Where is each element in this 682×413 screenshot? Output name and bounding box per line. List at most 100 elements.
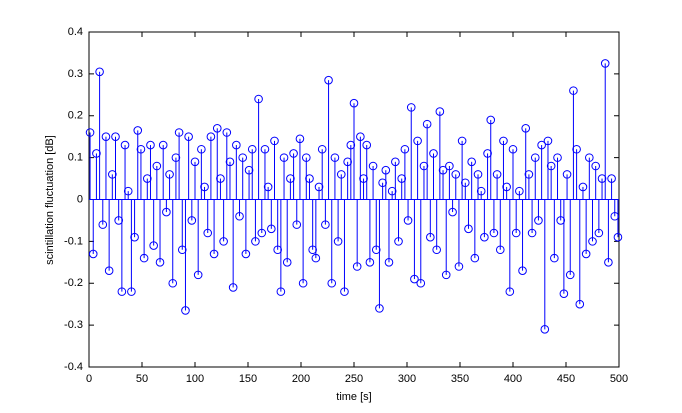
stem-marker [104, 266, 114, 275]
stem-marker [416, 278, 426, 288]
stem-marker [222, 128, 232, 137]
stem-marker [518, 266, 527, 275]
stem-marker [216, 174, 225, 183]
y-tick-label: 0.1 [68, 152, 83, 164]
stem-marker [461, 178, 470, 188]
stem-marker [120, 140, 130, 150]
stem-marker [193, 270, 203, 280]
stem-marker [537, 140, 546, 150]
y-tick-label: -0.4 [64, 361, 83, 373]
stem-marker [604, 258, 613, 267]
stem-marker [406, 103, 416, 112]
stem-marker [426, 232, 435, 242]
y-tick-label: -0.1 [64, 235, 83, 247]
stem-marker [308, 245, 317, 255]
stem-marker [352, 262, 362, 271]
stem-marker [324, 75, 333, 85]
stem-marker [543, 136, 553, 146]
stem-marker [289, 149, 298, 158]
stem-marker [190, 157, 200, 167]
stem-marker [302, 153, 311, 162]
stem-marker [257, 228, 267, 238]
stem-marker [499, 136, 508, 146]
stem-marker [429, 149, 438, 158]
stem-marker [454, 262, 464, 271]
x-tick-label: 100 [186, 373, 204, 385]
stem-marker [565, 270, 575, 280]
stem-marker [343, 157, 352, 167]
x-tick-label: 450 [557, 373, 575, 385]
stem-marker [92, 149, 101, 158]
stem-marker [317, 144, 327, 154]
x-tick-label: 250 [345, 373, 363, 385]
stem-marker [362, 140, 372, 150]
stem-marker [146, 140, 155, 150]
stem-marker [85, 128, 95, 137]
stem-marker [305, 174, 314, 183]
stem-marker [181, 306, 190, 315]
stem-marker [432, 245, 441, 255]
stem-marker [200, 182, 209, 192]
stem-marker [365, 258, 375, 267]
stem-marker [139, 253, 149, 263]
stem-marker [219, 237, 228, 246]
stem-marker [209, 249, 219, 259]
stem-marker [276, 287, 286, 296]
stem-marker [298, 278, 308, 288]
stem-marker [111, 132, 120, 141]
x-tick-label: 200 [292, 373, 310, 385]
stem-marker [247, 144, 257, 154]
stem-marker [508, 144, 518, 154]
stem-marker [130, 232, 139, 242]
stem-marker [610, 211, 620, 221]
stem-marker [349, 98, 359, 108]
stem-marker [174, 128, 184, 137]
stem-marker [177, 245, 187, 255]
stem-marker [495, 245, 505, 255]
stem-marker [340, 287, 349, 296]
stem-marker [464, 224, 473, 234]
stem-marker [413, 136, 422, 146]
stem-marker [346, 140, 356, 150]
stem-marker [206, 132, 216, 141]
stem-marker [483, 149, 492, 158]
stem-marker [527, 228, 537, 238]
stem-marker [171, 153, 181, 162]
stem-marker [594, 228, 604, 238]
stem-marker [238, 153, 247, 162]
stem-marker [419, 161, 429, 171]
x-tick-label: 50 [136, 373, 148, 385]
stem-marker [410, 274, 419, 284]
stem-marker [540, 325, 550, 334]
stem-marker [457, 136, 467, 146]
stem-marker [114, 216, 123, 225]
stem-marker [152, 161, 162, 171]
stem-marker [438, 165, 448, 175]
stem-marker [311, 253, 321, 263]
stem-marker [197, 144, 206, 154]
stem-marker [267, 224, 276, 234]
y-tick-label: -0.3 [64, 319, 83, 331]
stem-marker [117, 287, 127, 296]
stem-marker [235, 211, 244, 221]
stem-marker [524, 170, 534, 179]
stem-marker [435, 107, 445, 116]
stem-marker [378, 178, 387, 188]
stem-marker [476, 186, 486, 196]
stem-marker [422, 119, 432, 129]
stem-marker [263, 182, 273, 192]
stem-marker [356, 132, 365, 141]
stem-marker [575, 299, 585, 309]
stem-marker [279, 153, 289, 162]
stem-marker [553, 153, 562, 162]
stem-marker [187, 216, 197, 225]
x-axis-label: time [s] [336, 391, 371, 403]
stem-marker [228, 283, 238, 292]
stem-marker [101, 132, 111, 141]
stem-marker [505, 287, 515, 296]
x-tick-label: 350 [451, 373, 469, 385]
stem-marker [321, 220, 330, 229]
stem-marker [241, 249, 251, 259]
stem-marker [375, 304, 384, 313]
